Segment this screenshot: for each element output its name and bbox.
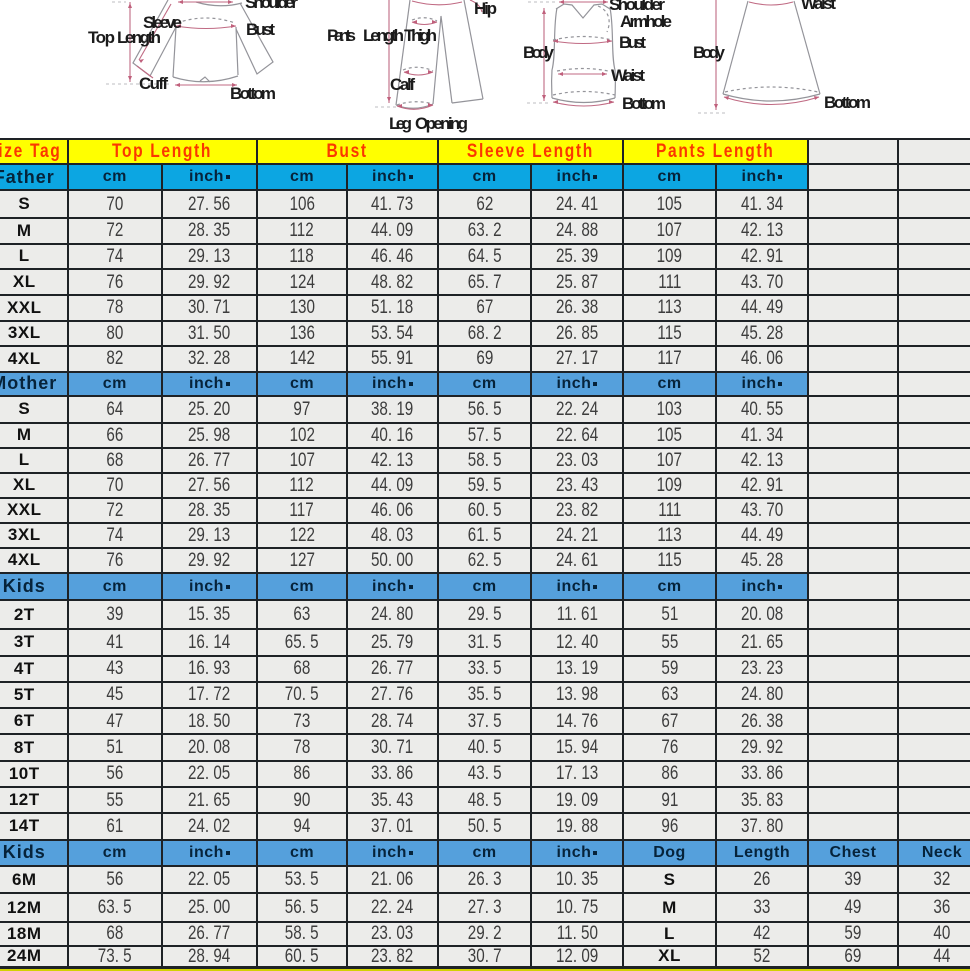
- svg-text:Thigh: Thigh: [404, 26, 437, 45]
- svg-text:Shoulder: Shoulder: [245, 0, 298, 12]
- svg-text:Hip: Hip: [474, 0, 497, 18]
- svg-text:Sleeve: Sleeve: [143, 13, 182, 32]
- svg-text:Shoulder: Shoulder: [609, 0, 665, 14]
- svg-text:Armhole: Armhole: [620, 12, 672, 31]
- svg-text:Opening: Opening: [415, 114, 468, 133]
- svg-text:Length: Length: [363, 26, 404, 45]
- svg-text:Body: Body: [693, 43, 726, 62]
- svg-text:Bust: Bust: [619, 33, 646, 52]
- svg-text:Bottom: Bottom: [622, 94, 666, 113]
- svg-text:Bust: Bust: [246, 20, 275, 39]
- svg-text:Pants: Pants: [327, 26, 356, 45]
- svg-text:Waist: Waist: [611, 66, 645, 85]
- svg-text:Calf: Calf: [390, 75, 415, 94]
- svg-text:Leg: Leg: [389, 114, 412, 133]
- svg-text:Bottom: Bottom: [230, 84, 276, 103]
- svg-text:Bottom: Bottom: [824, 93, 871, 112]
- svg-text:Length: Length: [117, 28, 161, 47]
- svg-text:Waist: Waist: [801, 0, 836, 13]
- svg-text:Top: Top: [88, 28, 115, 47]
- svg-text:Body: Body: [523, 43, 555, 62]
- svg-text:Cuff: Cuff: [139, 74, 168, 93]
